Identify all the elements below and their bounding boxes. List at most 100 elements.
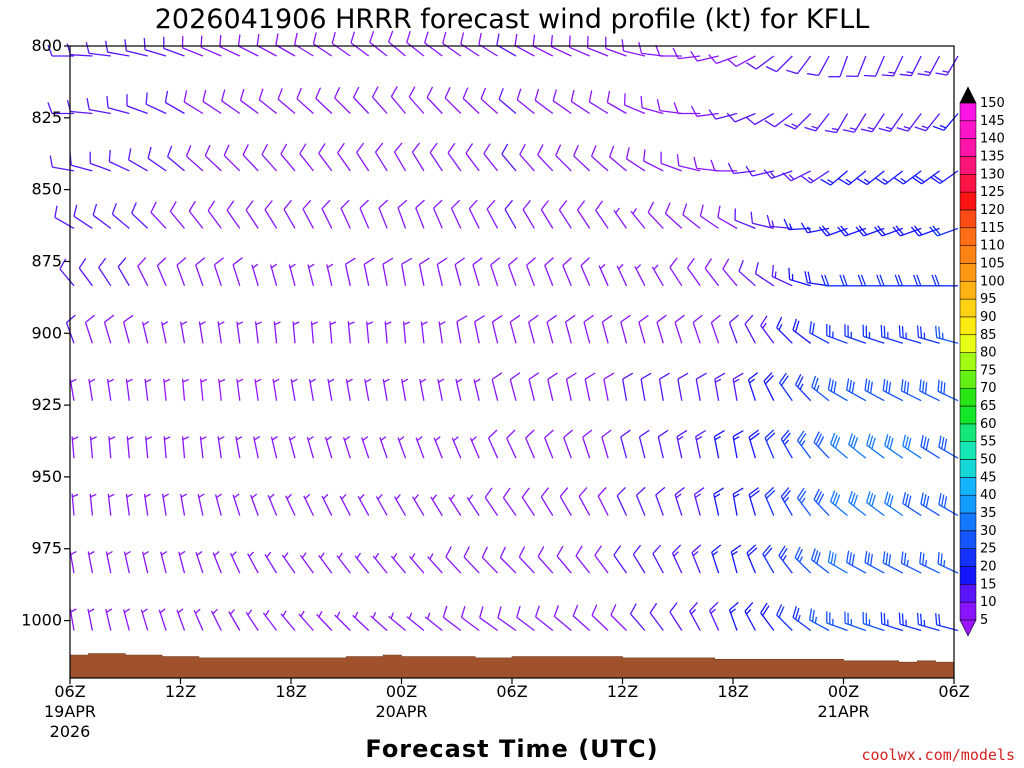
- barb-feather: [675, 493, 682, 499]
- barb-feather: [791, 123, 798, 128]
- barb-feather: [632, 544, 642, 555]
- barb-feather: [315, 87, 322, 99]
- wind-barb: [251, 263, 259, 286]
- barb-staff: [240, 99, 259, 115]
- barb-feather: [647, 201, 655, 213]
- barb-staff: [936, 624, 959, 632]
- barb-feather: [300, 610, 305, 617]
- wind-barb: [862, 324, 885, 344]
- barb-feather: [842, 274, 848, 287]
- barb-staff: [442, 42, 462, 57]
- barb-feather: [85, 314, 96, 323]
- barb-feather: [863, 178, 870, 184]
- barb-staff: [866, 444, 885, 459]
- barb-feather: [943, 382, 946, 395]
- wind-barb: [491, 314, 503, 344]
- barb-staff: [87, 608, 94, 631]
- barb-feather: [779, 372, 787, 384]
- barb-staff: [907, 113, 922, 132]
- barb-staff: [308, 378, 315, 401]
- wind-barb: [210, 608, 222, 631]
- barb-feather: [439, 321, 446, 326]
- barb-feather: [782, 432, 791, 443]
- colorbar-segment: [959, 459, 977, 478]
- wind-barb: [606, 90, 627, 115]
- barb-feather: [643, 149, 646, 162]
- wind-barb: [455, 378, 463, 401]
- barb-feather: [760, 602, 768, 614]
- barb-feather: [695, 429, 707, 438]
- barb-feather: [49, 155, 53, 168]
- barb-feather: [935, 325, 938, 338]
- barb-staff: [479, 617, 498, 632]
- wind-barb: [369, 30, 388, 57]
- barb-staff: [722, 268, 738, 287]
- wind-barb: [352, 611, 370, 631]
- wind-barb: [150, 201, 167, 229]
- barb-feather: [108, 436, 116, 441]
- barb-feather: [749, 490, 760, 499]
- barb-feather: [924, 559, 928, 567]
- barb-staff: [889, 113, 904, 132]
- barb-feather: [760, 315, 768, 326]
- wind-barb: [418, 257, 430, 286]
- wind-barb: [397, 199, 408, 229]
- wind-barb: [728, 314, 739, 344]
- barb-feather: [860, 274, 867, 287]
- barb-feather: [916, 325, 920, 338]
- wind-barb: [866, 491, 885, 517]
- barb-staff: [397, 437, 407, 459]
- barb-feather: [398, 436, 405, 442]
- wind-barb: [745, 112, 775, 126]
- barb-feather: [283, 552, 289, 559]
- wind-barb: [336, 552, 351, 574]
- barb-feather: [914, 174, 925, 183]
- barb-feather: [885, 552, 889, 565]
- wind-barb: [528, 314, 539, 344]
- barb-staff: [433, 207, 443, 229]
- barb-staff: [682, 214, 701, 229]
- barb-feather: [792, 606, 798, 618]
- x-axis-label: Forecast Time (UTC): [365, 735, 658, 763]
- wind-barb: [880, 324, 903, 344]
- barb-feather: [104, 314, 115, 323]
- barb-feather: [580, 257, 590, 267]
- barb-feather: [196, 550, 203, 556]
- barb-staff: [928, 55, 941, 76]
- barb-staff: [264, 554, 278, 574]
- barb-feather: [213, 551, 220, 557]
- barb-staff: [242, 154, 259, 172]
- barb-staff: [570, 100, 591, 115]
- barb-feather: [78, 258, 87, 269]
- barb-staff: [577, 209, 591, 229]
- barb-staff: [728, 322, 738, 344]
- barb-staff: [875, 55, 885, 77]
- barb-feather: [730, 544, 742, 553]
- barb-staff: [382, 378, 388, 401]
- barb-staff: [864, 389, 885, 402]
- barb-feather: [690, 50, 698, 62]
- wind-barb: [900, 379, 922, 402]
- barb-feather: [694, 493, 701, 499]
- barb-feather: [382, 257, 394, 265]
- barb-feather: [137, 257, 147, 267]
- barb-staff: [747, 379, 757, 401]
- barb-feather: [797, 376, 804, 388]
- barb-feather: [88, 608, 95, 613]
- credit-text[interactable]: coolwx.com/models: [861, 746, 1015, 764]
- wind-barb: [169, 201, 185, 229]
- barb-feather: [326, 435, 332, 441]
- wind-barb: [916, 612, 940, 632]
- barb-feather: [164, 90, 169, 103]
- barb-feather: [532, 34, 536, 47]
- barb-staff: [762, 553, 775, 574]
- barb-feather: [744, 601, 754, 612]
- wind-barb: [433, 199, 443, 229]
- wind-barb: [89, 151, 112, 172]
- barb-staff: [830, 170, 848, 186]
- wind-barb: [180, 493, 188, 516]
- barb-staff: [299, 153, 314, 172]
- wind-barb: [669, 602, 683, 631]
- wind-barb: [357, 494, 370, 516]
- barb-staff: [277, 98, 296, 114]
